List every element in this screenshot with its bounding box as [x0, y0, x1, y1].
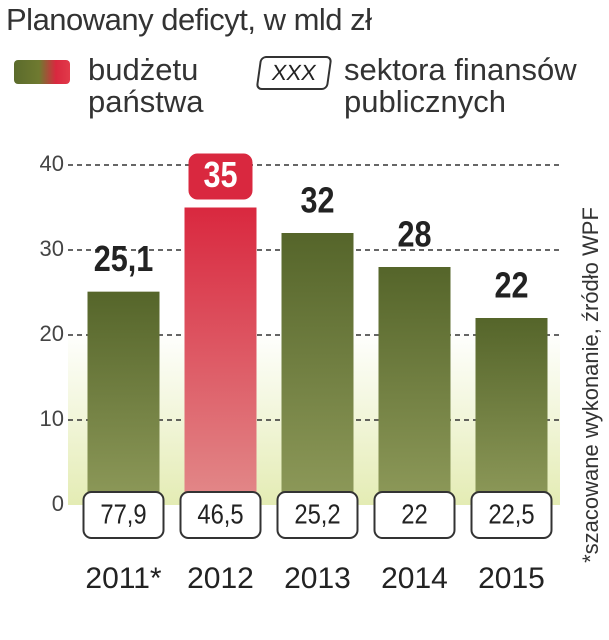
- box: [82, 491, 165, 539]
- x-tick-label: 2013: [284, 562, 351, 595]
- box-label: 46,5: [197, 498, 243, 530]
- bar: [87, 291, 160, 505]
- value-label: 35: [203, 156, 237, 196]
- value-label: 22: [494, 266, 528, 306]
- box-label: 77,9: [100, 498, 146, 530]
- y-tick-label: 20: [40, 321, 64, 346]
- value-label-box: [188, 153, 253, 200]
- value-label: 28: [397, 215, 431, 255]
- y-tick-label: 0: [52, 491, 64, 516]
- y-tick-label: 10: [40, 406, 64, 431]
- y-tick-label: 40: [40, 151, 64, 176]
- bar: [475, 318, 548, 505]
- note: *szacowane wykonanie, źródło WPF: [578, 207, 603, 563]
- box-label: 22: [401, 498, 427, 530]
- box: [179, 491, 262, 539]
- x-tick-label: 2015: [478, 562, 545, 595]
- value-label: 25,1: [94, 240, 154, 280]
- box: [276, 491, 359, 539]
- legend-label: budżetu państwa: [88, 52, 204, 119]
- box-label: 22,5: [488, 498, 534, 530]
- bar: [184, 207, 257, 505]
- x-tick-label: 2014: [381, 562, 448, 595]
- box: [470, 491, 553, 539]
- box-label: 25,2: [294, 498, 340, 530]
- chart-title: Planowany deficyt, w mld zł: [6, 2, 372, 37]
- y-tick-label: 30: [40, 236, 64, 261]
- box: [373, 491, 456, 539]
- x-tick-label: 2011*: [85, 562, 162, 595]
- legend-label: sektora finansów publicznych: [344, 52, 577, 119]
- bar: [378, 267, 451, 505]
- value-label: 32: [300, 181, 334, 221]
- legend-swatch: [14, 60, 70, 84]
- bar: [281, 233, 354, 505]
- x-tick-label: 2012: [187, 562, 254, 595]
